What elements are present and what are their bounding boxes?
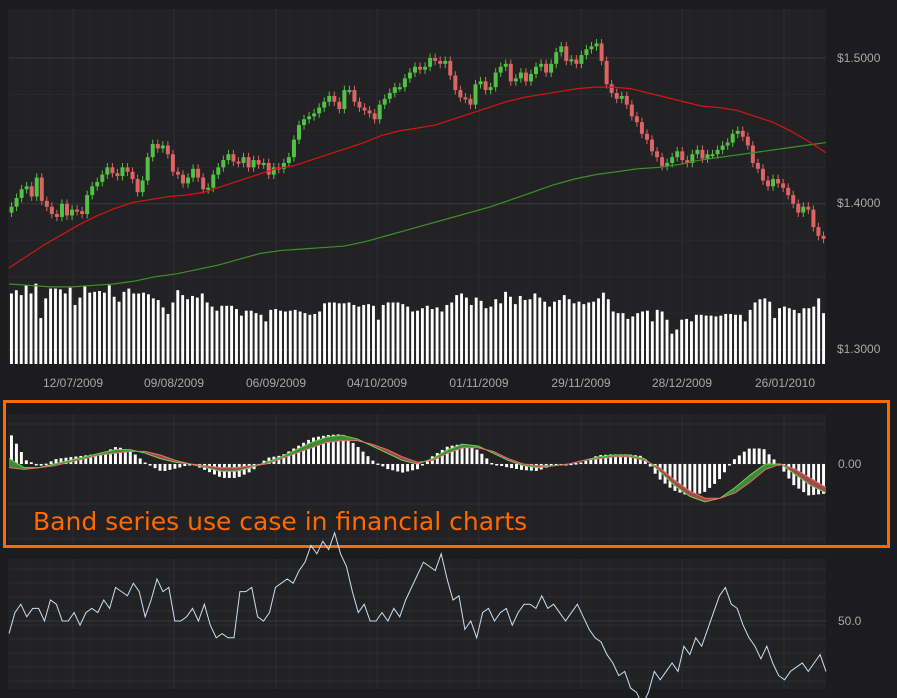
x-axis-label: 12/07/2009 (42, 376, 104, 390)
x-axis-label: 04/10/2009 (346, 376, 408, 390)
price-plot-area[interactable] (8, 9, 827, 364)
y-axis-label-zero: 0.00 (838, 457, 862, 471)
x-axis-label: 06/09/2009 (245, 376, 307, 390)
rsi-pane: 50.0 (0, 531, 897, 698)
rsi-plot-area[interactable] (8, 531, 827, 698)
price-pane: $1.5000 $1.4000 $1.3000 12/07/2009 09/08… (8, 9, 881, 390)
y-axis-label-1300: $1.3000 (837, 342, 881, 356)
band-caption: Band series use case in financial charts (33, 507, 528, 536)
candlestick-chart (8, 9, 827, 364)
x-axis-label: 26/01/2010 (754, 376, 816, 390)
macd-plot-area[interactable] (8, 414, 827, 544)
x-axis-label: 28/12/2009 (651, 376, 713, 390)
rsi-line-chart (8, 531, 827, 698)
x-axis-label: 29/11/2009 (551, 376, 611, 390)
x-axis-label: 01/11/2009 (449, 376, 509, 390)
y-axis-label-1400: $1.4000 (837, 196, 881, 210)
macd-pane: 0.00 (0, 400, 897, 548)
y-axis-label-1500: $1.5000 (837, 51, 881, 65)
y-axis-label-50: 50.0 (838, 614, 862, 628)
band-series-chart (8, 414, 827, 544)
x-axis-label: 09/08/2009 (143, 376, 205, 390)
